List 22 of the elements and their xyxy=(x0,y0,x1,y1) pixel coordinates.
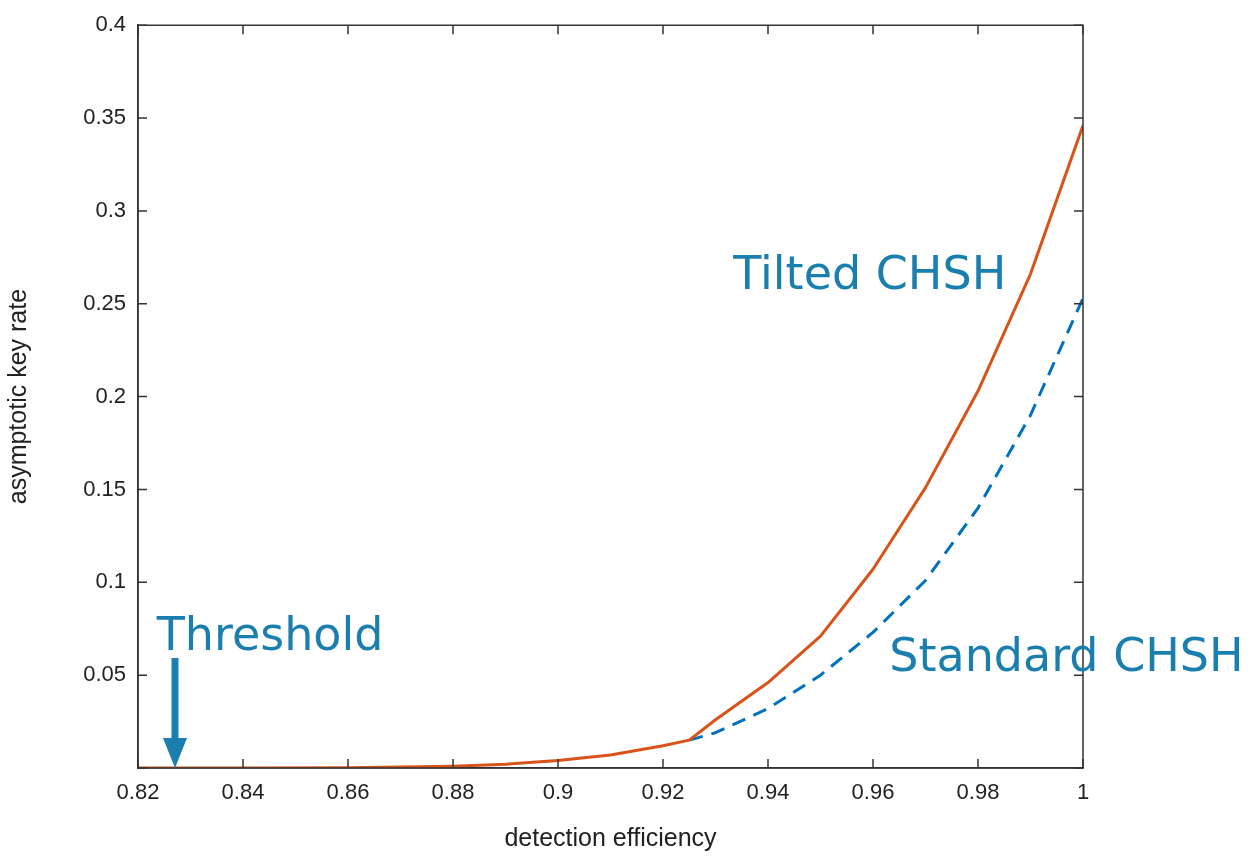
y-tick-label: 0.25 xyxy=(83,289,126,315)
x-tick-label: 0.86 xyxy=(326,779,370,805)
x-axis-title: detection efficiency xyxy=(504,822,718,851)
x-tick-label: 0.98 xyxy=(956,779,1000,805)
y-tick-label: 0.05 xyxy=(83,661,126,687)
x-tick-label: 0.94 xyxy=(746,779,790,805)
x-tick-label: 0.92 xyxy=(641,779,685,805)
x-tick-label: 0.84 xyxy=(221,779,265,805)
annotation: Threshold xyxy=(155,607,384,661)
series-label: Tilted CHSH xyxy=(732,245,1007,300)
x-tick-label: 0.88 xyxy=(431,779,475,805)
x-tick-label: 0.9 xyxy=(542,779,574,805)
x-tick-label: 0.96 xyxy=(851,779,895,805)
y-tick-label: 0.35 xyxy=(83,104,126,130)
y-tick-label: 0.3 xyxy=(95,196,126,222)
y-tick-label: 0.4 xyxy=(95,11,126,37)
y-tick-label: 0.1 xyxy=(95,568,126,594)
x-tick-label: 0.82 xyxy=(116,779,160,805)
x-tick-label: 1 xyxy=(1076,779,1090,805)
y-tick-label: 0.15 xyxy=(83,475,126,501)
y-axis-title: asymptotic key rate xyxy=(2,288,31,505)
y-tick-label: 0.2 xyxy=(95,382,126,408)
